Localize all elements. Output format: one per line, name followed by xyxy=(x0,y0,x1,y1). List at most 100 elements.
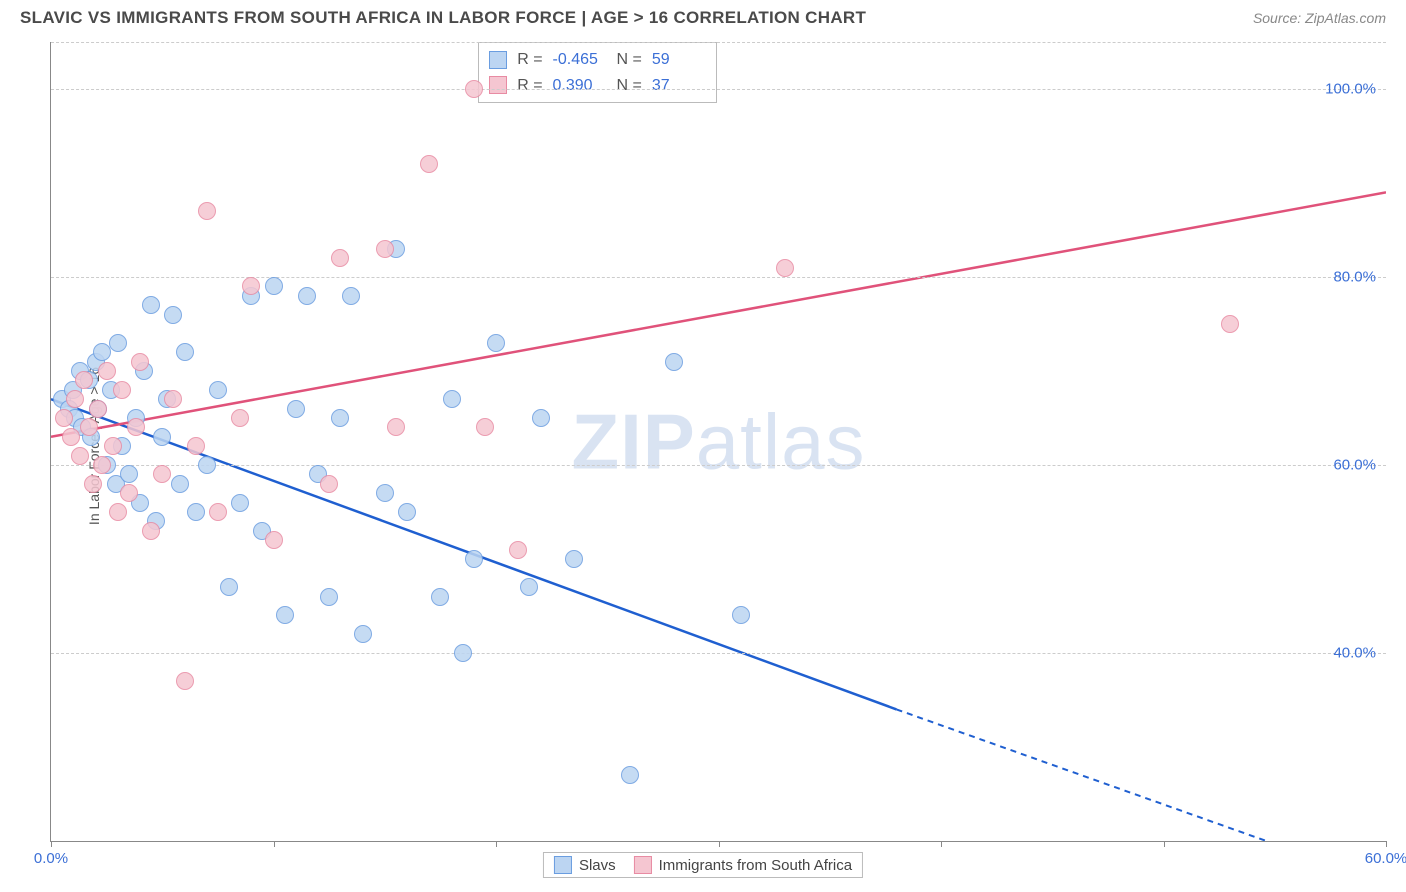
y-tick-label: 80.0% xyxy=(1333,269,1376,286)
stat-r-value-2: 0.390 xyxy=(553,73,607,99)
stats-row-1: R = -0.465 N = 59 xyxy=(489,47,706,73)
scatter-point xyxy=(265,277,283,295)
stat-r-label: R = xyxy=(517,47,542,73)
scatter-point xyxy=(142,296,160,314)
scatter-point xyxy=(113,381,131,399)
legend-label-2: Immigrants from South Africa xyxy=(659,857,852,874)
legend-label-1: Slavs xyxy=(579,857,616,874)
x-tick xyxy=(51,841,52,847)
stat-r-label: R = xyxy=(517,73,542,99)
watermark-bold: ZIP xyxy=(571,397,695,485)
scatter-point xyxy=(398,503,416,521)
scatter-point xyxy=(621,766,639,784)
legend-swatch-1 xyxy=(554,856,572,874)
x-tick xyxy=(274,841,275,847)
scatter-point xyxy=(298,287,316,305)
trend-lines xyxy=(51,42,1386,841)
scatter-point xyxy=(89,400,107,418)
gridline xyxy=(51,653,1386,654)
x-tick xyxy=(1164,841,1165,847)
scatter-point xyxy=(66,390,84,408)
stat-n-label: N = xyxy=(617,73,642,99)
scatter-point xyxy=(142,522,160,540)
scatter-point xyxy=(187,437,205,455)
gridline xyxy=(51,89,1386,90)
chart-plot-area: ZIPatlas R = -0.465 N = 59 R = 0.390 N =… xyxy=(50,42,1386,842)
scatter-point xyxy=(287,400,305,418)
bottom-legend: Slavs Immigrants from South Africa xyxy=(543,852,863,878)
scatter-point xyxy=(320,475,338,493)
watermark-rest: atlas xyxy=(696,397,866,485)
gridline xyxy=(51,465,1386,466)
scatter-point xyxy=(209,381,227,399)
scatter-point xyxy=(454,644,472,662)
x-tick xyxy=(719,841,720,847)
scatter-point xyxy=(171,475,189,493)
scatter-point xyxy=(376,484,394,502)
scatter-point xyxy=(465,550,483,568)
chart-title: SLAVIC VS IMMIGRANTS FROM SOUTH AFRICA I… xyxy=(20,8,866,28)
y-tick-label: 100.0% xyxy=(1325,81,1376,98)
stat-n-label: N = xyxy=(617,47,642,73)
scatter-point xyxy=(242,277,260,295)
scatter-point xyxy=(509,541,527,559)
scatter-point xyxy=(98,362,116,380)
legend-item-2: Immigrants from South Africa xyxy=(634,856,852,874)
scatter-point xyxy=(209,503,227,521)
scatter-point xyxy=(331,409,349,427)
scatter-point xyxy=(465,80,483,98)
scatter-point xyxy=(220,578,238,596)
scatter-point xyxy=(732,606,750,624)
stat-n-value-1: 59 xyxy=(652,47,706,73)
scatter-point xyxy=(376,240,394,258)
y-tick-label: 60.0% xyxy=(1333,457,1376,474)
scatter-point xyxy=(532,409,550,427)
scatter-point xyxy=(476,418,494,436)
scatter-point xyxy=(75,371,93,389)
stats-row-2: R = 0.390 N = 37 xyxy=(489,73,706,99)
stats-legend: R = -0.465 N = 59 R = 0.390 N = 37 xyxy=(478,42,717,103)
scatter-point xyxy=(665,353,683,371)
scatter-point xyxy=(93,456,111,474)
scatter-point xyxy=(354,625,372,643)
x-tick xyxy=(1386,841,1387,847)
watermark: ZIPatlas xyxy=(571,396,865,487)
scatter-point xyxy=(387,418,405,436)
scatter-point xyxy=(265,531,283,549)
scatter-point xyxy=(153,428,171,446)
scatter-point xyxy=(131,353,149,371)
scatter-point xyxy=(231,409,249,427)
scatter-point xyxy=(431,588,449,606)
scatter-point xyxy=(164,390,182,408)
scatter-point xyxy=(153,465,171,483)
scatter-point xyxy=(120,465,138,483)
y-tick-label: 40.0% xyxy=(1333,645,1376,662)
x-tick-label: 60.0% xyxy=(1365,850,1406,867)
scatter-point xyxy=(331,249,349,267)
scatter-point xyxy=(109,334,127,352)
scatter-point xyxy=(198,456,216,474)
scatter-point xyxy=(176,672,194,690)
scatter-point xyxy=(520,578,538,596)
scatter-point xyxy=(198,202,216,220)
scatter-point xyxy=(71,447,89,465)
scatter-point xyxy=(62,428,80,446)
swatch-series-1 xyxy=(489,51,507,69)
x-tick-label: 0.0% xyxy=(34,850,68,867)
scatter-point xyxy=(320,588,338,606)
stat-n-value-2: 37 xyxy=(652,73,706,99)
scatter-point xyxy=(80,418,98,436)
scatter-point xyxy=(342,287,360,305)
scatter-point xyxy=(443,390,461,408)
scatter-point xyxy=(164,306,182,324)
scatter-point xyxy=(109,503,127,521)
scatter-point xyxy=(231,494,249,512)
legend-swatch-2 xyxy=(634,856,652,874)
scatter-point xyxy=(187,503,205,521)
scatter-point xyxy=(276,606,294,624)
scatter-point xyxy=(127,418,145,436)
scatter-point xyxy=(176,343,194,361)
source-label: Source: ZipAtlas.com xyxy=(1253,10,1386,26)
scatter-point xyxy=(55,409,73,427)
scatter-point xyxy=(420,155,438,173)
